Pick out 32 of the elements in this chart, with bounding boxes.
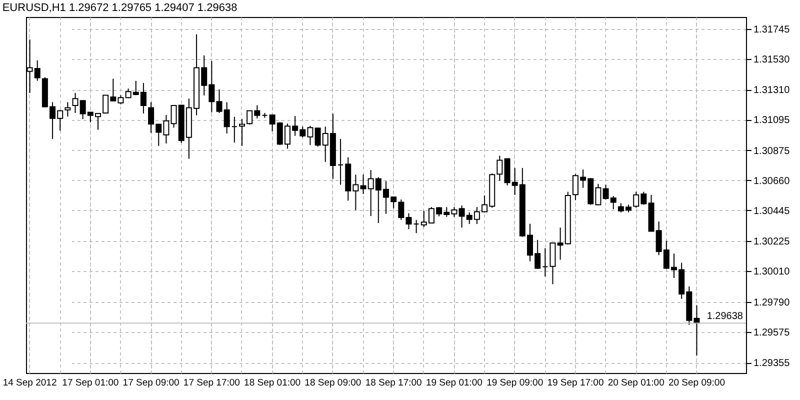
y-tick-label: 1.29355	[754, 358, 790, 370]
candlestick	[231, 116, 238, 144]
candlestick	[338, 138, 344, 186]
x-tick-label: 19 Sep 09:00	[486, 378, 544, 388]
x-tick-label: 19 Sep 01:00	[426, 378, 482, 388]
chart-title: EURUSD,H1 1.29672 1.29765 1.29407 1.29638	[2, 2, 238, 14]
x-tick-label: 17 Sep 09:00	[122, 378, 180, 388]
x-tick-label: 20 Sep 01:00	[608, 378, 664, 388]
y-tick-label: 1.29790	[754, 297, 790, 308]
x-tick-label: 17 Sep 01:00	[62, 378, 119, 388]
y-tick-label: 1.30660	[754, 176, 790, 187]
y-tick-label: 1.30875	[754, 146, 790, 157]
candlestick	[550, 242, 556, 285]
y-tick-label: 1.31745	[754, 24, 790, 36]
x-tick-label: 17 Sep 17:00	[183, 378, 240, 388]
candlestick	[413, 219, 420, 234]
x-tick-label: 18 Sep 01:00	[244, 378, 301, 388]
y-tick-label: 1.30225	[754, 236, 790, 248]
x-tick-label: 20 Sep 09:00	[668, 378, 725, 388]
x-tick-label: 18 Sep 17:00	[365, 378, 422, 388]
y-tick-label: 1.30445	[754, 206, 790, 217]
x-tick-label: 14 Sep 2012	[2, 378, 57, 388]
y-tick-label: 1.31530	[754, 54, 790, 66]
x-tick-label: 19 Sep 17:00	[547, 378, 604, 388]
candlestick	[542, 248, 548, 277]
ref-line-label: 1.29638	[706, 311, 744, 322]
x-tick-label: 18 Sep 09:00	[304, 378, 362, 388]
y-tick-label: 1.29575	[754, 327, 790, 338]
y-tick-label: 1.30010	[754, 266, 790, 278]
y-tick-label: 1.31310	[754, 85, 790, 96]
candlestick	[239, 118, 245, 146]
y-tick-label: 1.31095	[754, 115, 790, 126]
